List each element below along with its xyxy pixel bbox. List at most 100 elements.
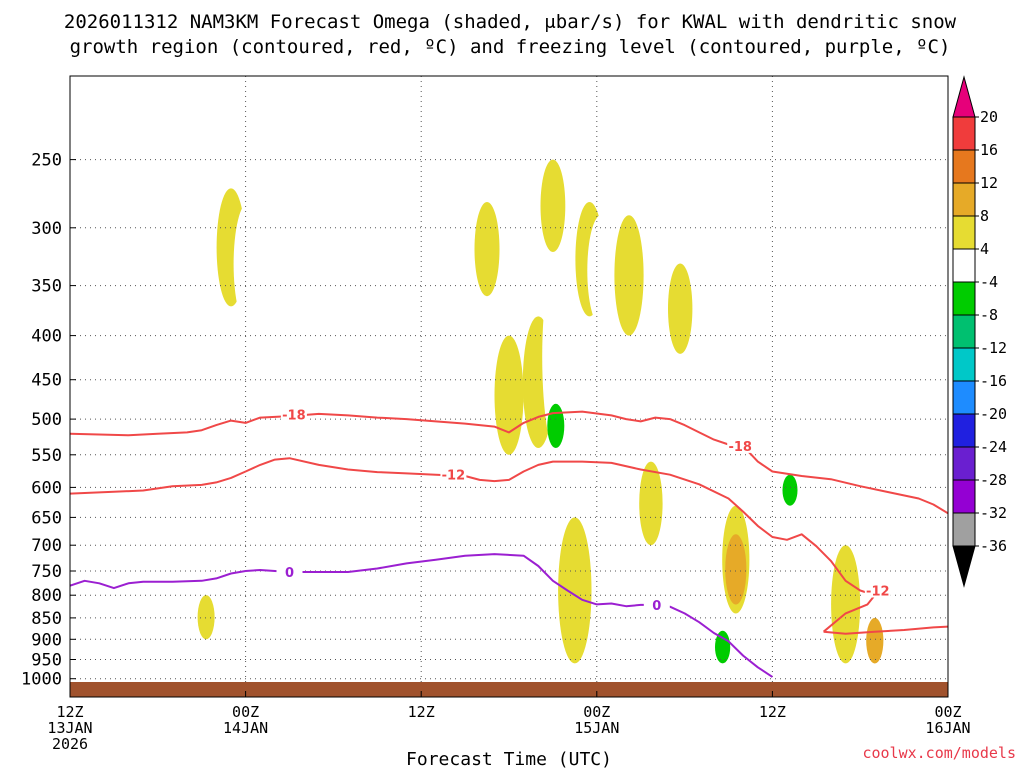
contour-label-bg: [280, 406, 307, 422]
colorbar-tick-label: -32: [980, 504, 1007, 522]
colorbar-tick-label: -12: [980, 339, 1007, 357]
contour-label: -12: [866, 585, 890, 600]
colorbar-segment: [952, 281, 976, 316]
omega-cell: [866, 617, 884, 664]
omega-cell: [494, 335, 524, 455]
colorbar-top-arrow: [952, 75, 976, 118]
colorbar-tick-label: -28: [980, 471, 1007, 489]
contour-label-bg: [643, 596, 670, 612]
y-tick-label: 250: [31, 151, 62, 171]
colorbar-tick-label: -4: [980, 273, 998, 291]
omega-cell: [668, 263, 693, 354]
freezing-level-line: [69, 553, 773, 678]
x-tick-label: 15JAN: [574, 719, 619, 737]
x-tick-label: 12Z: [56, 703, 83, 721]
y-tick-label: 750: [31, 562, 62, 582]
x-tick-label: 14JAN: [223, 719, 268, 737]
colorbar-segment: [952, 413, 976, 448]
y-tick-label: 850: [31, 609, 62, 629]
x-axis-label: Forecast Time (UTC): [406, 749, 612, 768]
omega-cell: [598, 419, 619, 482]
omega-cell: [710, 103, 747, 372]
omega-cell: [227, 545, 244, 586]
colorbar-tick-label: -24: [980, 438, 1007, 456]
y-tick-label: 1000: [21, 670, 62, 690]
omega-cell: [831, 545, 861, 664]
omega-cell: [558, 517, 592, 664]
omega-cell: [233, 202, 264, 327]
x-tick-label: 00Z: [232, 703, 259, 721]
omega-cell: [343, 585, 359, 618]
colorbar-segment: [952, 347, 976, 382]
colorbar: 20 16 12 8 4 -4 -8 -12 -16 -20 -24 -28 -32 -36: [952, 75, 1007, 588]
omega-cell: [782, 474, 798, 506]
contour-label: -12: [442, 469, 466, 484]
chart-title-line-2: growth region (contoured, red, ºC) and f…: [70, 36, 951, 58]
colorbar-segment: [952, 479, 976, 514]
x-tick-label: 00Z: [934, 703, 961, 721]
colorbar-segment: [952, 380, 976, 415]
contour-label-bg: [440, 466, 467, 482]
terrain-band: [70, 682, 948, 697]
x-tick-label: 13JAN: [47, 719, 92, 737]
contour-label: -18: [282, 409, 306, 424]
colorbar-tick-label: -36: [980, 537, 1007, 555]
colorbar-segment: [952, 512, 976, 547]
chart-title-line-1: 2026011312 NAM3KM Forecast Omega (shaded…: [64, 11, 957, 33]
y-tick-label: 950: [31, 651, 62, 671]
omega-cell: [725, 534, 747, 605]
plot-area: -18-18-12-12 00: [69, 75, 949, 698]
contour-label-bg: [727, 437, 754, 453]
contour-label-bg: [864, 582, 891, 598]
colorbar-segment: [952, 446, 976, 481]
y-tick-label: 700: [31, 536, 62, 556]
y-tick-label: 450: [31, 371, 62, 391]
colorbar-segment: [952, 215, 976, 250]
y-tick-label: 550: [31, 446, 62, 466]
omega-cell: [679, 371, 699, 434]
y-tick-label: 300: [31, 219, 62, 239]
omega-cell: [614, 215, 644, 336]
credit-text: coolwx.com/models: [862, 744, 1016, 762]
contour-label-bg: [276, 564, 303, 579]
colorbar-segment: [952, 182, 976, 217]
colorbar-tick-label: 20: [980, 108, 998, 126]
colorbar-tick-label: -20: [980, 405, 1007, 423]
dendritic-contours: -18 -18 -12 -12: [69, 406, 949, 635]
y-tick-label: 500: [31, 410, 62, 430]
colorbar-tick-label: 16: [980, 141, 998, 159]
plot-frame: [69, 75, 949, 698]
omega-cell: [587, 215, 616, 327]
y-tick-label: 900: [31, 630, 62, 650]
contour-label: 0: [652, 599, 661, 614]
y-tick-label: 650: [31, 508, 62, 528]
omega-cell: [474, 202, 500, 297]
x-tick-label: 12Z: [408, 703, 435, 721]
y-tick-label: 350: [31, 277, 62, 297]
y-axis-ticks: 2503003504004505005506006507007508008509…: [21, 151, 76, 690]
omega-cell: [532, 511, 568, 668]
y-tick-label: 400: [31, 327, 62, 347]
y-tick-label: 600: [31, 478, 62, 498]
colorbar-segment: [952, 116, 976, 151]
freezing-level-contour: 00: [69, 553, 773, 678]
colorbar-tick-label: 4: [980, 240, 989, 258]
omega-shading: [197, 103, 884, 668]
dendritic-contour-line: [69, 410, 949, 515]
colorbar-segment: [952, 248, 976, 283]
y-tick-label: 800: [31, 586, 62, 606]
colorbar-tick-label: -8: [980, 306, 998, 324]
omega-cell: [540, 159, 566, 252]
colorbar-segment: [952, 314, 976, 349]
contour-label: -18: [728, 440, 752, 455]
colorbar-segment: [952, 149, 976, 184]
colorbar-bottom-arrow: [952, 545, 976, 588]
omega-cell: [547, 403, 565, 448]
x-tick-label: 16JAN: [925, 719, 970, 737]
dendritic-contour-line: [823, 625, 949, 635]
x-tick-label: 12Z: [759, 703, 786, 721]
colorbar-tick-label: 12: [980, 174, 998, 192]
contour-label: 0: [285, 566, 294, 581]
